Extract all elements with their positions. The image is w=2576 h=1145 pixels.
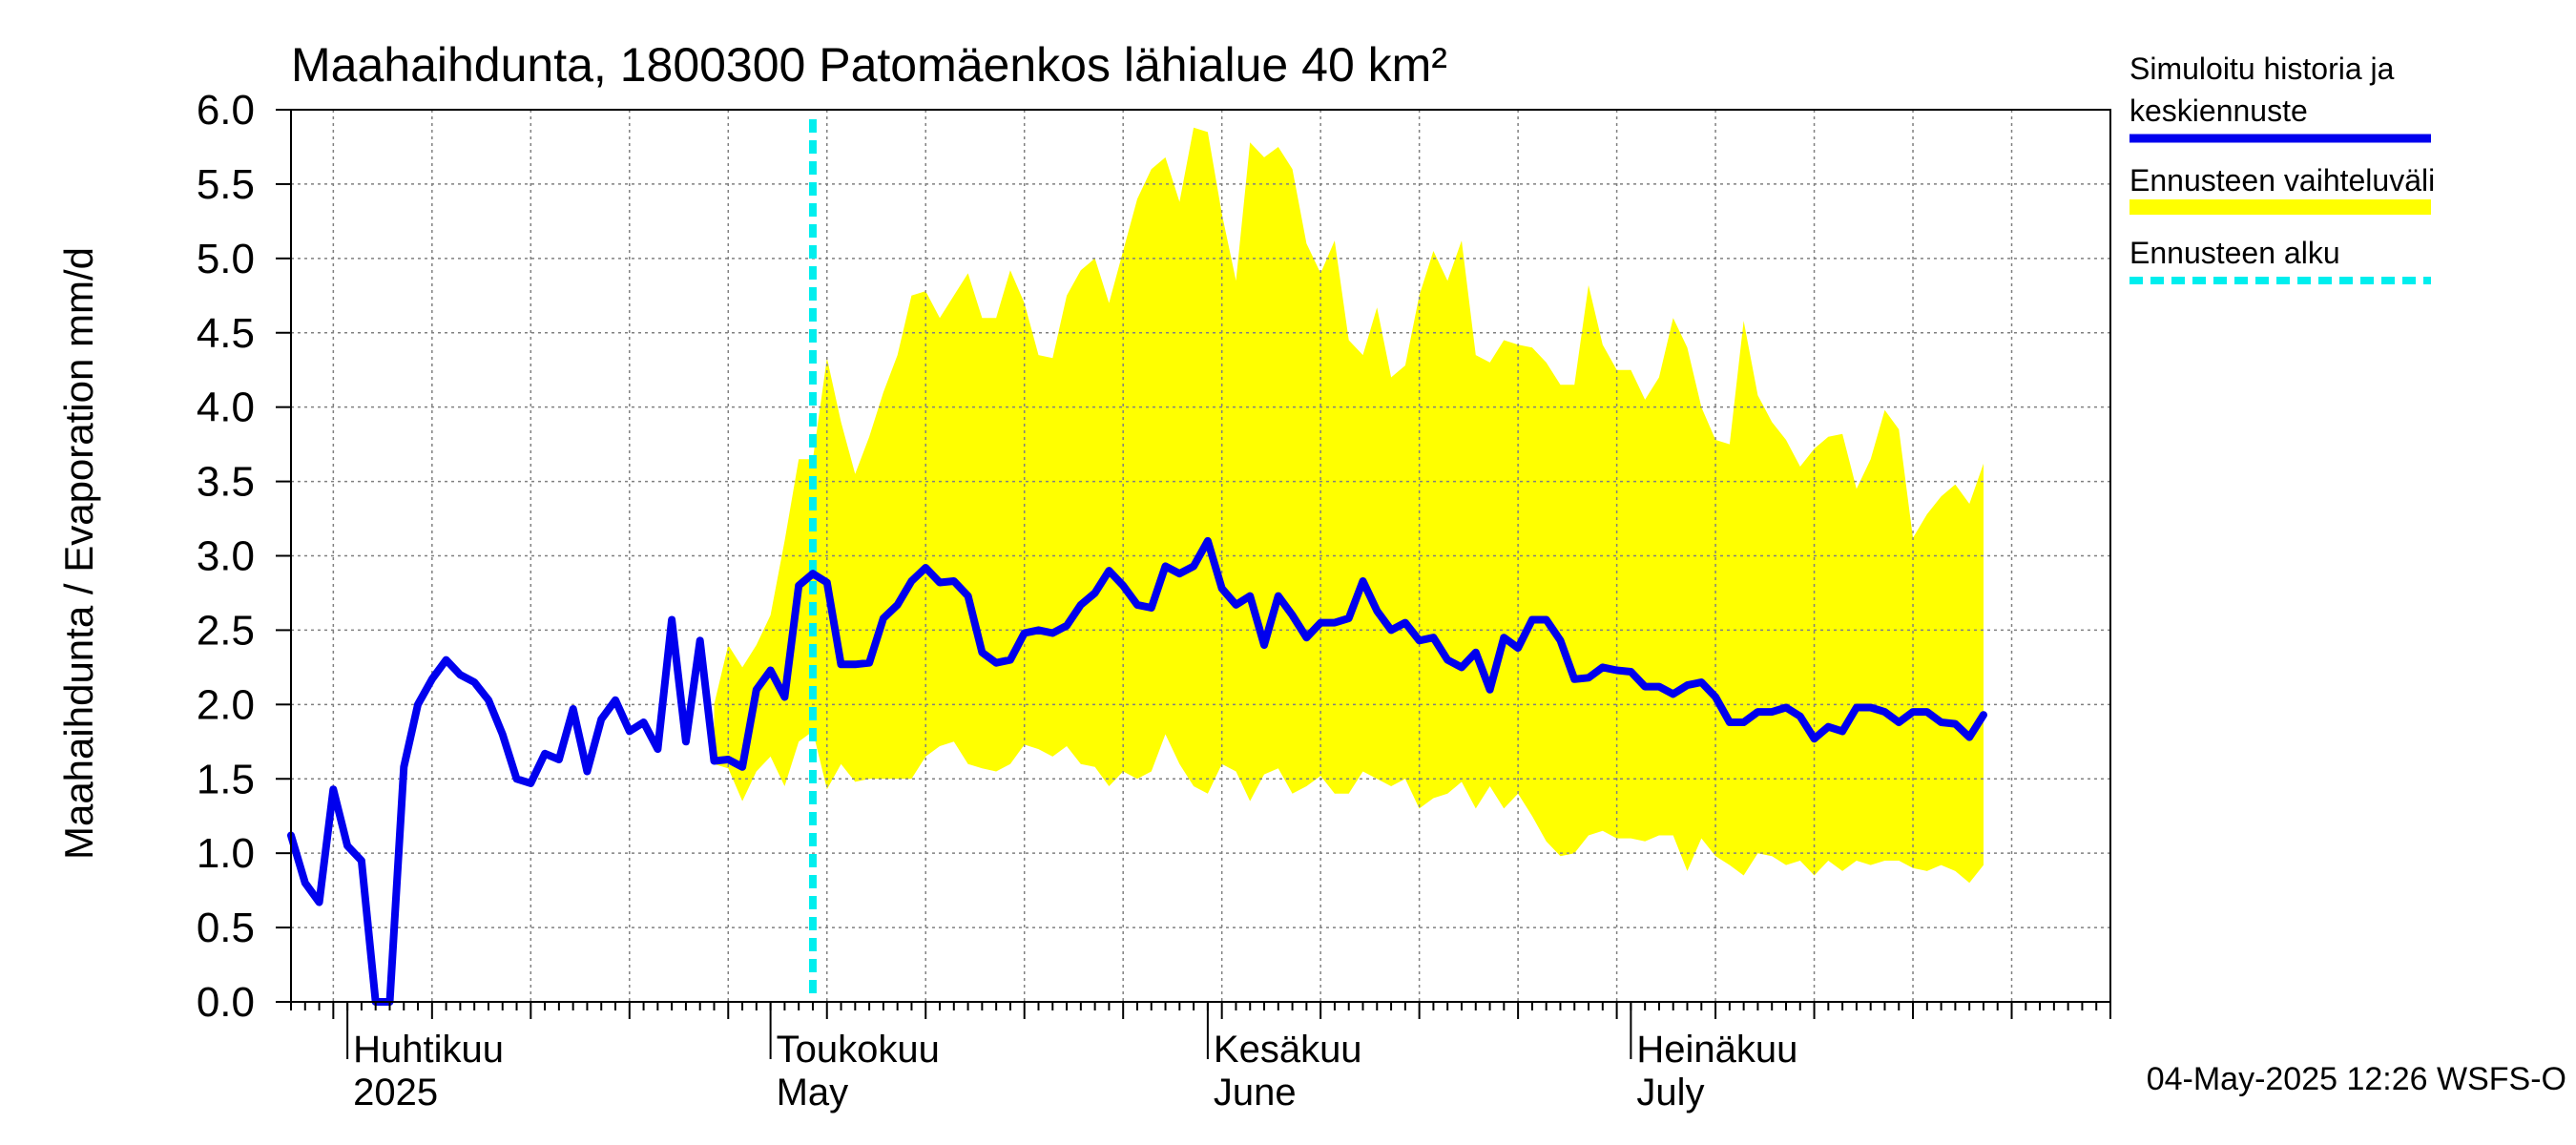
y-tick-label: 3.0 xyxy=(197,533,255,580)
y-tick-label: 5.5 xyxy=(197,161,255,208)
y-tick-label: 2.0 xyxy=(197,681,255,728)
y-axis-label: Maahaihdunta / Evaporation mm/d xyxy=(56,247,101,860)
history-mean-line xyxy=(287,536,1987,1006)
y-tick-label: 2.5 xyxy=(197,607,255,654)
y-tick-label: 1.5 xyxy=(197,756,255,802)
legend-label: Ennusteen alku xyxy=(2129,236,2340,270)
legend-swatch-range xyxy=(2129,199,2431,215)
month-label-fi: Heinäkuu xyxy=(1636,1029,1797,1071)
y-tick-label: 0.5 xyxy=(197,905,255,951)
y-tick-label: 4.0 xyxy=(197,385,255,431)
month-label-en: 2025 xyxy=(353,1072,438,1114)
month-label-en: June xyxy=(1214,1072,1297,1114)
legend-label: Ennusteen vaihteluväli xyxy=(2129,163,2435,198)
grid xyxy=(291,109,2110,1003)
month-label-en: July xyxy=(1636,1072,1704,1114)
legend-label: keskiennuste xyxy=(2129,94,2308,128)
month-label-fi: Huhtikuu xyxy=(353,1029,504,1071)
footer-timestamp: 04-May-2025 12:26 WSFS-O xyxy=(2147,1061,2566,1097)
month-label-en: May xyxy=(777,1072,849,1114)
y-tick-label: 4.5 xyxy=(197,310,255,357)
y-tick-label: 3.5 xyxy=(197,459,255,506)
history-series-group xyxy=(287,536,1987,1006)
month-label-fi: Toukokuu xyxy=(777,1029,940,1071)
month-label-fi: Kesäkuu xyxy=(1214,1029,1362,1071)
y-tick-label: 5.0 xyxy=(197,236,255,282)
chart-title: Maahaihdunta, 1800300 Patomäenkos lähial… xyxy=(291,38,1447,92)
legend-label: Simuloitu historia ja xyxy=(2129,52,2395,86)
y-axis-ticks: 0.0 0.5 1.0 1.5 2.0 2.5 3.0 3.5 4.0 4.5 5.0 5.5 6.0 xyxy=(197,87,291,1026)
legend: Simuloitu historia ja keskiennuste Ennuste… xyxy=(2129,52,2435,284)
y-tick-label: 0.0 xyxy=(197,979,255,1026)
y-tick-label: 1.0 xyxy=(197,830,255,877)
y-tick-label: 6.0 xyxy=(197,87,255,134)
